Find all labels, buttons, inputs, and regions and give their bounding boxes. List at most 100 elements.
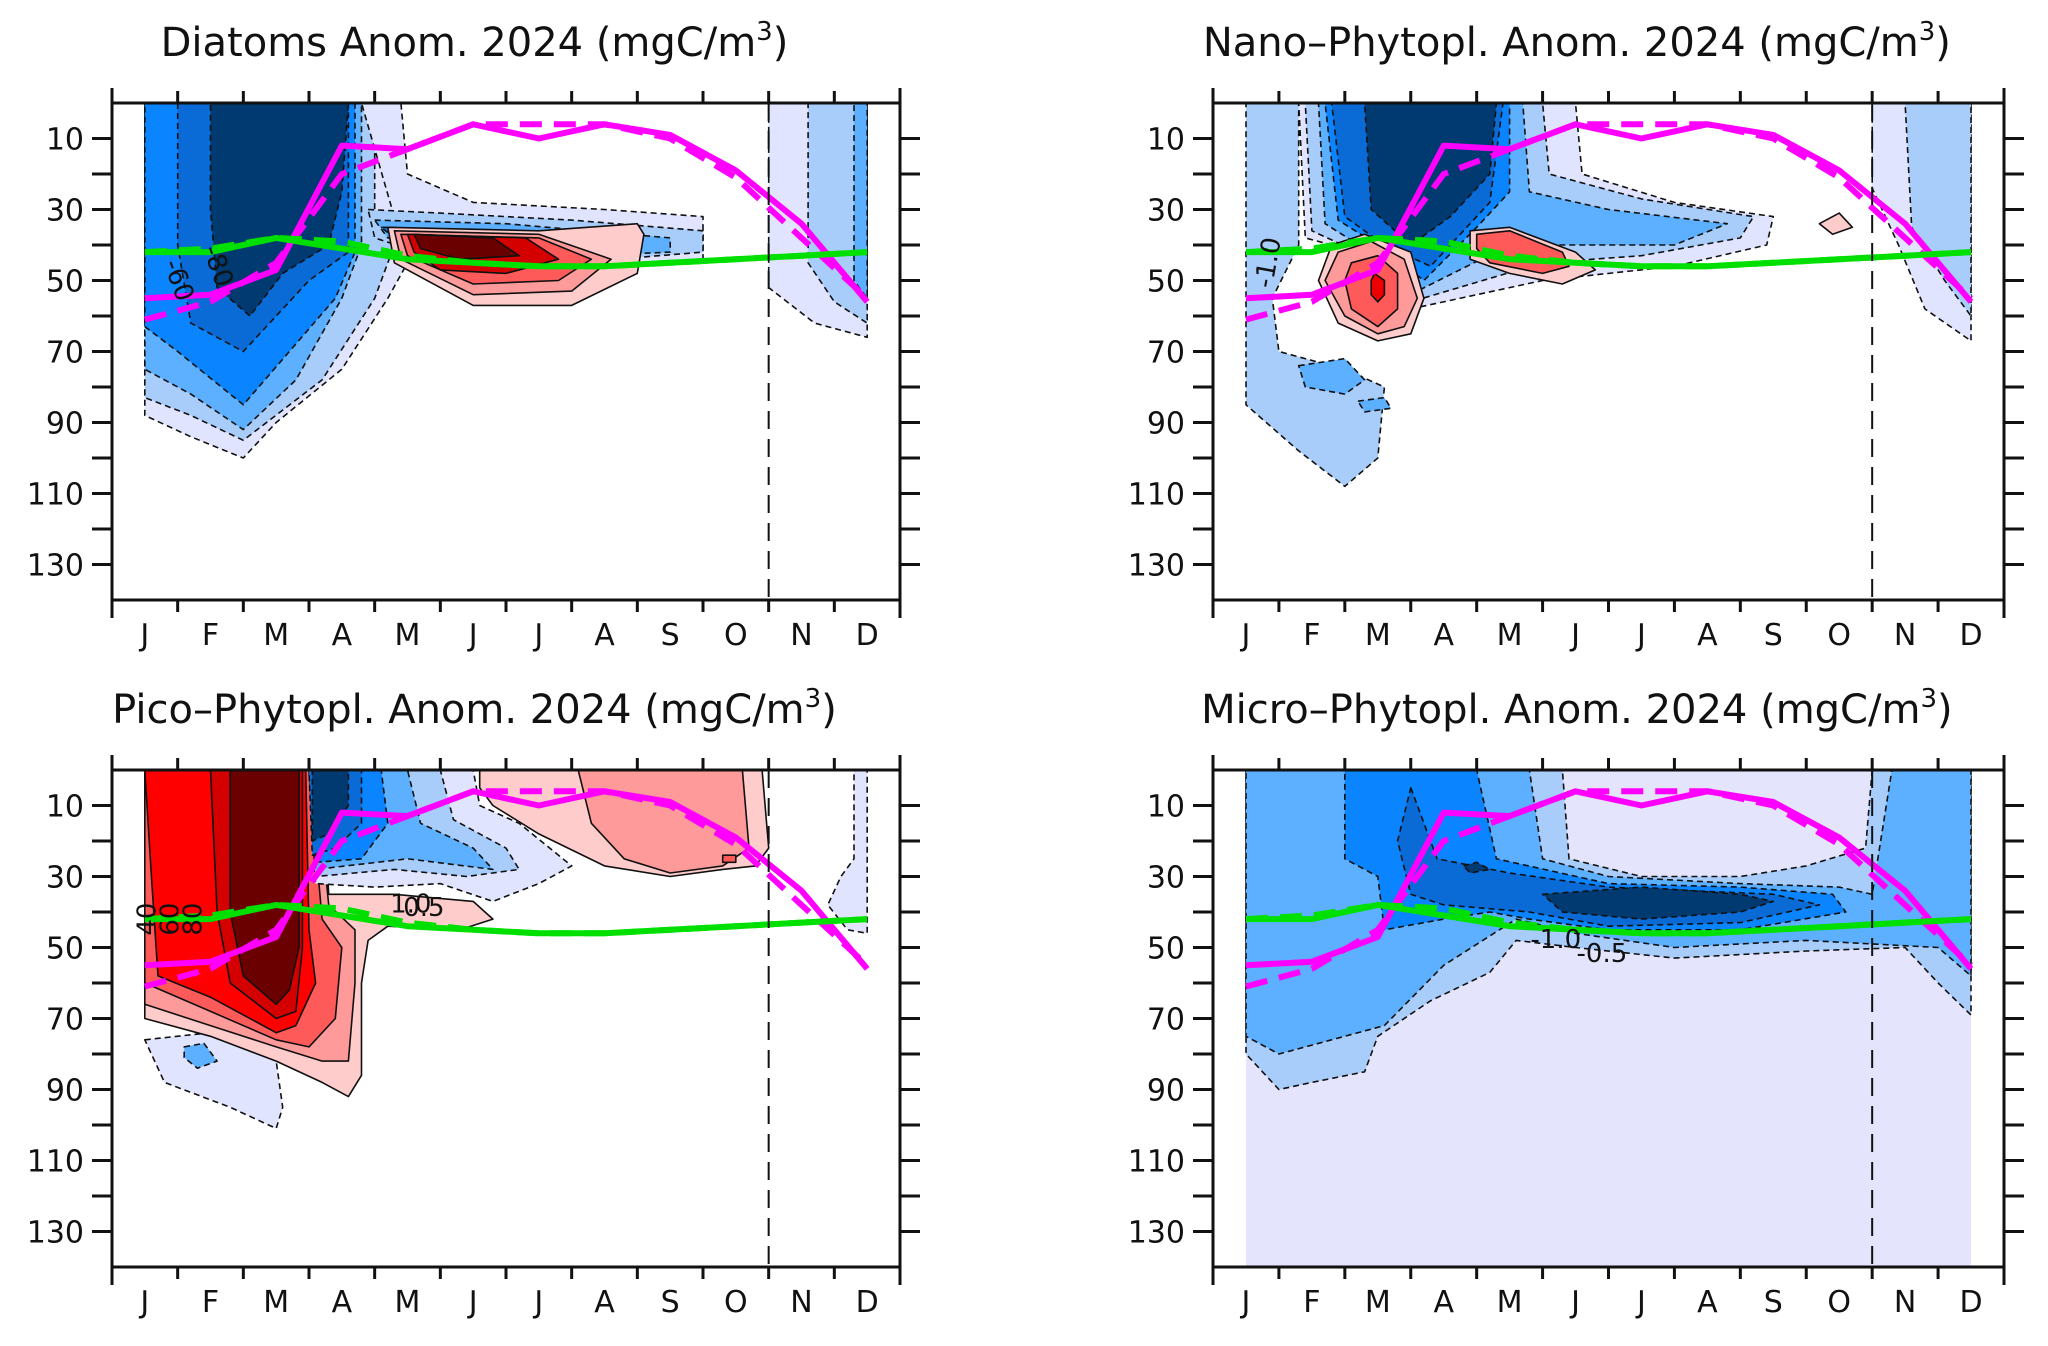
x-tick-label: A <box>1697 618 1718 653</box>
y-tick-label: 130 <box>27 549 84 584</box>
y-tick-label: 70 <box>46 336 84 371</box>
y-tick-label: 110 <box>1128 478 1185 513</box>
y-tick-label: 30 <box>46 861 84 896</box>
contour-region <box>721 854 737 864</box>
x-tick-label: M <box>1365 1285 1391 1320</box>
x-tick-label: F <box>1303 618 1320 653</box>
contour-region <box>1904 103 1972 317</box>
contour-label: -0.5 <box>1577 939 1628 969</box>
plot-area: -1.0-0.5 <box>1245 770 1974 1267</box>
y-tick-label: 50 <box>46 265 84 300</box>
contour-label: 60 <box>156 903 186 936</box>
x-tick-label: A <box>332 1285 353 1320</box>
y-tick-label: 70 <box>1147 336 1185 371</box>
x-tick-label: S <box>661 1285 680 1320</box>
contour-region <box>1357 396 1392 413</box>
series-line-mixed-layer-2024 <box>144 788 870 971</box>
y-tick-label: 90 <box>46 407 84 442</box>
x-tick-label: O <box>1827 618 1851 653</box>
x-tick-label: A <box>1433 618 1454 653</box>
x-tick-label: N <box>1894 618 1916 653</box>
series-line-mixed-layer-climatology <box>144 121 870 323</box>
contour-label: 40 <box>133 903 163 936</box>
x-tick-label: M <box>395 1285 421 1320</box>
contour-label: -1.0 <box>1530 925 1581 955</box>
panel-micro: -1.0-0.5 J F M A M J J A S O N D 10 30 50 70 90 110 130 Micr… <box>1128 684 2024 1320</box>
x-tick-label: O <box>1827 1285 1851 1320</box>
y-tick-label: 10 <box>1147 123 1185 158</box>
chart-title: Pico–Phytopl. Anom. 2024 (mgC/m3) <box>112 684 837 733</box>
x-tick-label: A <box>1697 1285 1718 1320</box>
x-tick-label: F <box>1303 1285 1320 1320</box>
chart-title: Micro–Phytopl. Anom. 2024 (mgC/m3) <box>1201 684 1952 733</box>
series-line-mixed-layer-climatology <box>1245 121 1974 323</box>
x-tick-label: A <box>594 618 615 653</box>
contour-region <box>183 1042 218 1069</box>
y-tick-label: 10 <box>46 790 84 825</box>
series-line-mixed-layer-2024 <box>1245 121 1974 304</box>
y-tick-label: 30 <box>1147 194 1185 229</box>
x-tick-label: J <box>138 1285 149 1320</box>
x-tick-label: M <box>263 618 289 653</box>
contour-region <box>311 770 350 842</box>
y-tick-label: 30 <box>46 194 84 229</box>
x-tick-label: A <box>1433 1285 1454 1320</box>
series-line-nutricline-climatology <box>1245 901 1972 937</box>
y-tick-label: 70 <box>46 1003 84 1038</box>
x-tick-label: S <box>1764 1285 1783 1320</box>
y-tick-label: 130 <box>27 1216 84 1251</box>
contour-region <box>1297 357 1366 395</box>
y-tick-label: 90 <box>1147 407 1185 442</box>
y-tick-label: 110 <box>27 478 84 513</box>
y-tick-label: 110 <box>27 1145 84 1180</box>
x-tick-label: M <box>1365 618 1391 653</box>
plot-area: -60-80 <box>144 103 870 459</box>
series-line-mixed-layer-2024 <box>144 121 870 304</box>
x-tick-label: N <box>790 618 812 653</box>
x-tick-label: J <box>1240 618 1251 653</box>
chart-title: Diatoms Anom. 2024 (mgC/m3) <box>161 17 789 66</box>
x-tick-label: J <box>1569 1285 1580 1320</box>
x-tick-label: J <box>467 618 478 653</box>
x-tick-label: J <box>138 618 149 653</box>
contour-label: 0.5 <box>403 893 444 923</box>
contour-region <box>1370 272 1386 303</box>
x-tick-label: F <box>202 1285 219 1320</box>
series-line-nutricline-climatology <box>144 901 868 937</box>
x-tick-label: M <box>1497 618 1523 653</box>
x-tick-label: D <box>856 1285 879 1320</box>
contour-region <box>1462 861 1491 874</box>
contour-label: 1.0 <box>390 889 431 919</box>
y-tick-label: 130 <box>1128 1216 1185 1251</box>
y-tick-label: 10 <box>1147 790 1185 825</box>
panel-diatoms: -60-80 J F M A M J J A S O N D 10 30 50 70 90 110 130 Diatom… <box>27 17 920 653</box>
y-tick-label: 10 <box>46 123 84 158</box>
x-tick-label: N <box>1894 1285 1916 1320</box>
x-tick-label: N <box>790 1285 812 1320</box>
y-tick-label: 90 <box>46 1074 84 1109</box>
x-tick-label: M <box>1497 1285 1523 1320</box>
x-tick-label: J <box>1240 1285 1251 1320</box>
contour-label: 80 <box>179 903 209 936</box>
x-tick-label: M <box>395 618 421 653</box>
x-tick-label: M <box>263 1285 289 1320</box>
x-tick-label: D <box>856 618 879 653</box>
contour-region <box>1396 786 1821 928</box>
series-line-nutricline-climatology <box>144 234 868 270</box>
x-tick-label: O <box>724 1285 748 1320</box>
contour-region <box>826 770 869 935</box>
x-tick-label: J <box>1569 618 1580 653</box>
y-tick-label: 90 <box>1147 1074 1185 1109</box>
y-tick-label: 30 <box>1147 861 1185 896</box>
series-line-nutricline-climatology <box>1245 234 1972 270</box>
x-tick-label: A <box>332 618 353 653</box>
plot-area: -1.0 <box>1245 103 1974 488</box>
x-tick-label: F <box>202 618 219 653</box>
y-tick-label: 50 <box>1147 265 1185 300</box>
x-tick-label: D <box>1959 1285 1982 1320</box>
contour-region <box>144 1031 284 1130</box>
x-tick-label: J <box>532 1285 543 1320</box>
contour-region <box>413 233 520 261</box>
contour-region <box>1541 886 1775 920</box>
